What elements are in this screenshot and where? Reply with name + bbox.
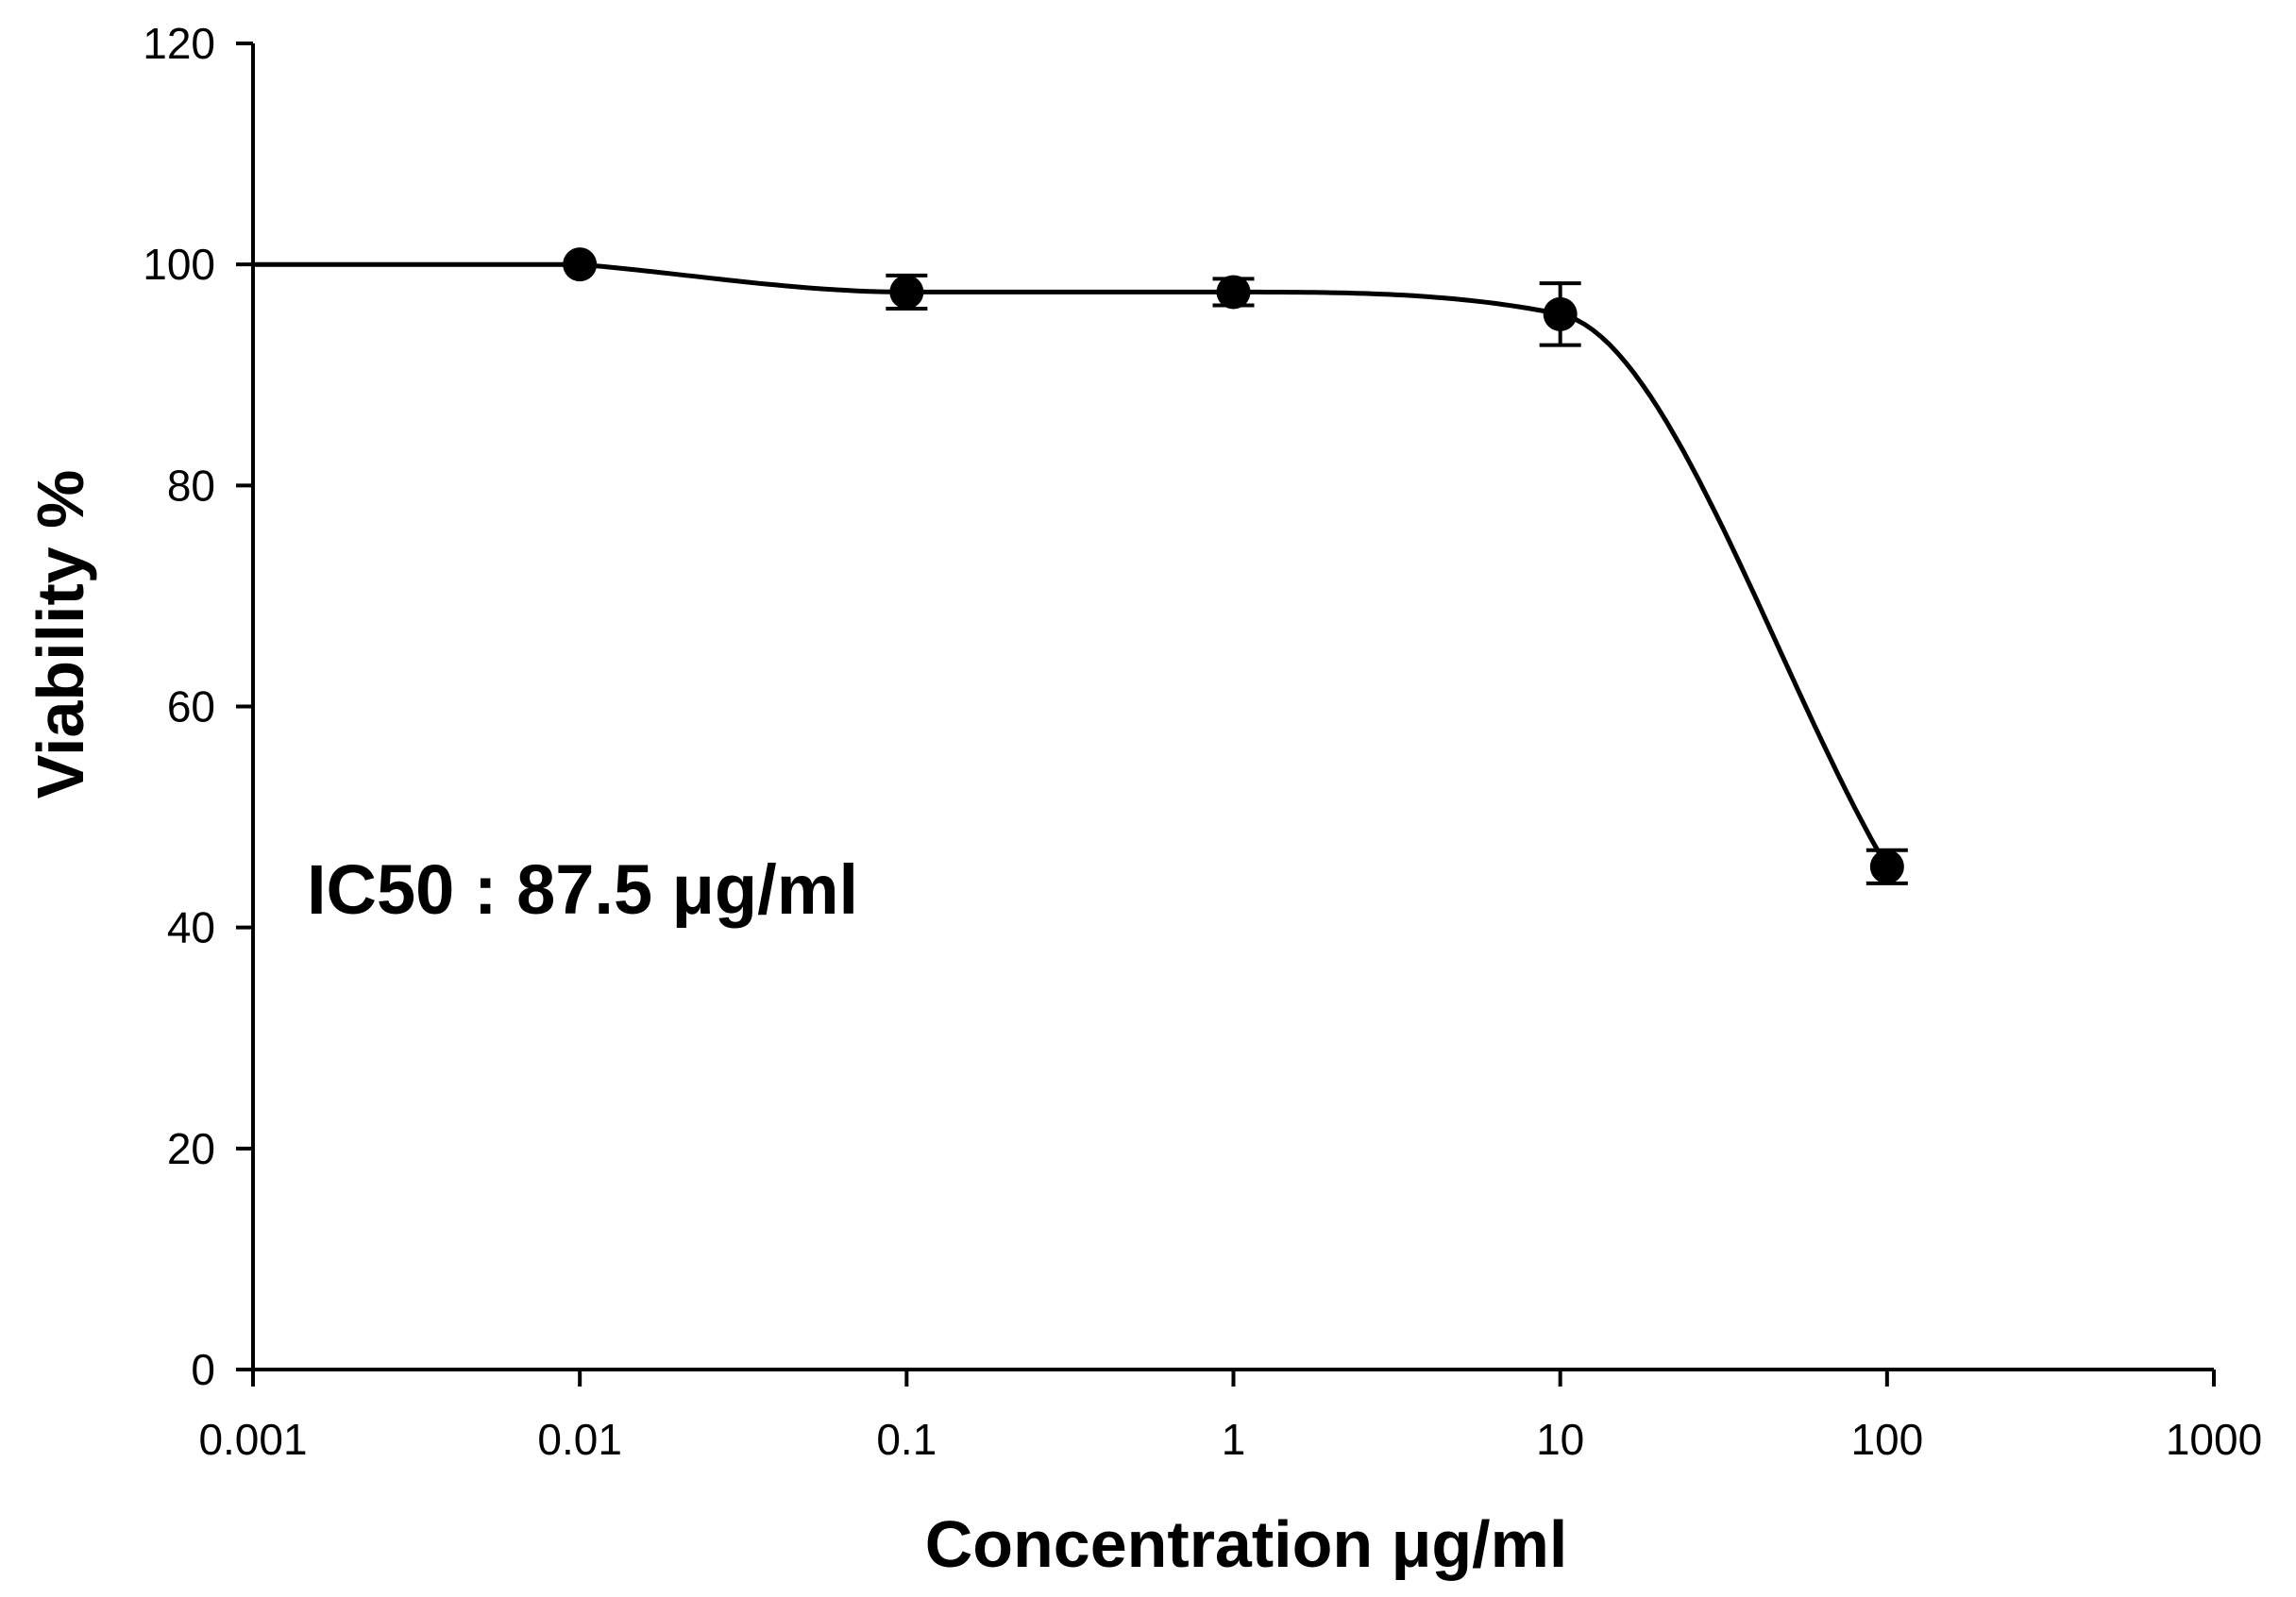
data-point bbox=[889, 275, 924, 310]
data-point bbox=[1216, 275, 1251, 310]
x-tick-label: 0.01 bbox=[537, 1415, 622, 1464]
y-tick-label: 40 bbox=[167, 903, 215, 952]
data-points bbox=[563, 247, 1908, 885]
y-tick-label: 120 bbox=[143, 19, 215, 68]
x-tick-label: 1 bbox=[1222, 1415, 1246, 1464]
x-axis-title: Concentration μg/ml bbox=[925, 1507, 1568, 1581]
y-axis-title: Viability % bbox=[24, 470, 97, 799]
y-tick-label: 100 bbox=[143, 240, 215, 289]
data-point bbox=[1869, 849, 1904, 884]
y-tick-label: 0 bbox=[191, 1345, 215, 1394]
x-tick-label: 10 bbox=[1536, 1415, 1584, 1464]
x-tick-label: 100 bbox=[1850, 1415, 1923, 1464]
y-tick-label: 80 bbox=[167, 461, 215, 510]
y-tick-label: 60 bbox=[167, 682, 215, 731]
data-point bbox=[563, 247, 598, 282]
data-point bbox=[1543, 296, 1578, 331]
y-axis-ticks: 0 20 40 60 80 100 120 bbox=[143, 19, 253, 1394]
x-axis-ticks: 0.001 0.01 0.1 1 10 100 1000 bbox=[198, 1370, 2262, 1464]
x-tick-label: 0.001 bbox=[198, 1415, 307, 1464]
ic50-annotation: IC50 : 87.5 μg/ml bbox=[307, 850, 858, 929]
x-tick-label: 0.1 bbox=[876, 1415, 937, 1464]
x-tick-label: 1000 bbox=[2166, 1415, 2262, 1464]
y-tick-label: 20 bbox=[167, 1124, 215, 1173]
